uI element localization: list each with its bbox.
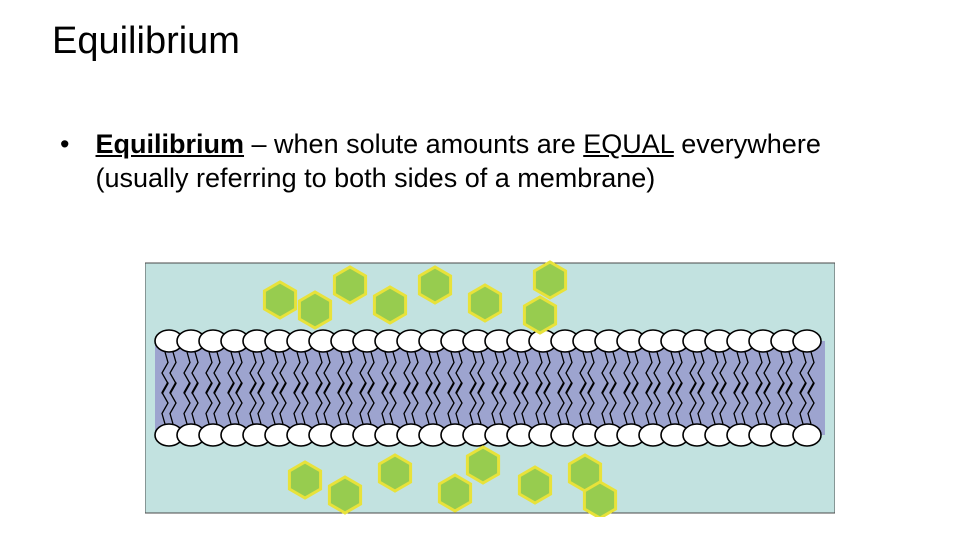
definition-part1: – when solute amounts are [244, 129, 583, 159]
bullet-marker: • [60, 128, 88, 162]
term-equal: EQUAL [583, 129, 674, 159]
slide-title: Equilibrium [52, 20, 240, 63]
term-equilibrium: Equilibrium [96, 129, 245, 159]
membrane-diagram [145, 255, 835, 517]
bullet-text: Equilibrium – when solute amounts are EQ… [96, 128, 876, 196]
bullet-item: • Equilibrium – when solute amounts are … [60, 128, 880, 196]
